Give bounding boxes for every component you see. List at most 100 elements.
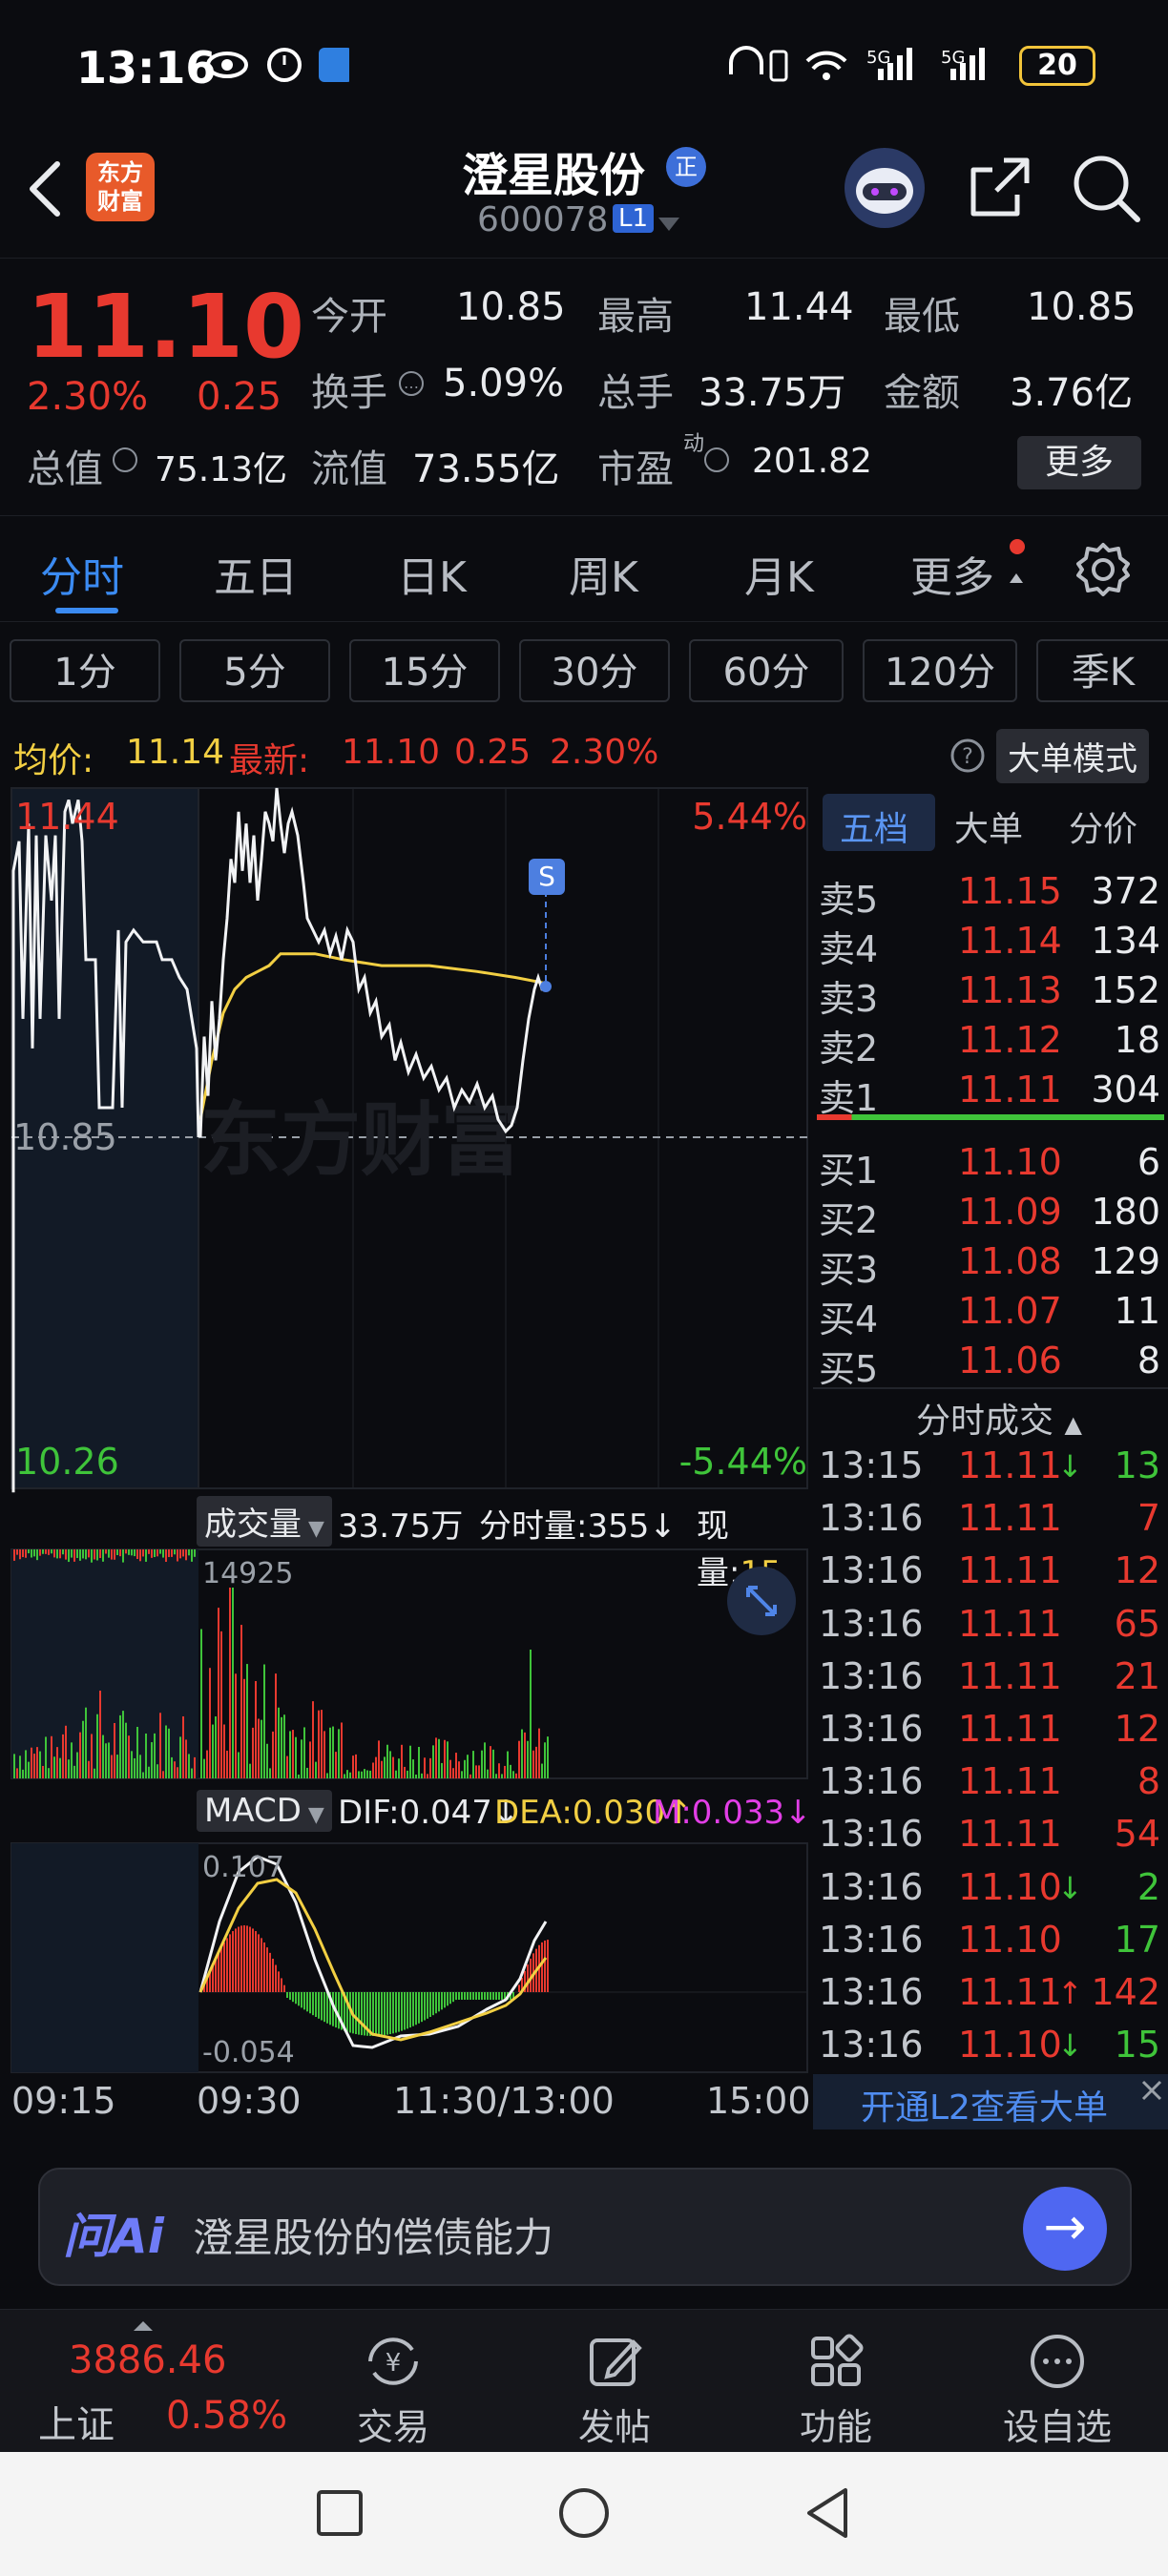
tab-daily-k[interactable]: 日K: [397, 553, 467, 602]
period-quarter-k[interactable]: 季K: [1036, 639, 1168, 702]
ai-send-button[interactable]: →: [1023, 2187, 1107, 2271]
macd-bar: [329, 1992, 331, 2025]
volume-bar: [94, 1549, 95, 1560]
macd-indicator-select[interactable]: MACD ▼: [197, 1790, 332, 1832]
tab-five-day[interactable]: 五日: [214, 553, 298, 602]
macd-bar: [315, 1992, 317, 2017]
nav-add-watchlist[interactable]: 设自选: [962, 2310, 1153, 2453]
recent-apps-icon[interactable]: [315, 2488, 365, 2538]
back-nav-icon[interactable]: [803, 2486, 851, 2540]
macd-bar: [303, 1992, 305, 2010]
tab-weekly-k[interactable]: 周K: [569, 553, 638, 602]
book-tab-big-order[interactable]: 大单: [954, 810, 1024, 849]
l2-banner[interactable]: 开通L2查看大单: [813, 2074, 1168, 2129]
volume-bar: [16, 1549, 18, 1555]
tick-price: 11.10: [958, 1918, 1062, 1961]
dea-line: [198, 1878, 548, 2042]
brand-logo[interactable]: 东方 财富: [86, 153, 155, 221]
book-tab-five-level[interactable]: 五档: [840, 810, 909, 849]
share-icon[interactable]: [966, 153, 1034, 221]
x-label-0915: 09:15: [11, 2080, 116, 2122]
more-button[interactable]: 更多: [1017, 436, 1141, 489]
volume-bar: [461, 1771, 463, 1778]
volume-bar: [372, 1762, 374, 1778]
volume-bar: [306, 1767, 308, 1778]
volume-bar: [467, 1755, 469, 1778]
volume-bar: [134, 1757, 136, 1778]
volume-bar: [151, 1742, 153, 1778]
info-icon[interactable]: [702, 446, 731, 474]
tick-time: 13:16: [819, 1497, 924, 1540]
volume-indicator-select[interactable]: 成交量 ▼: [197, 1496, 332, 1547]
index-ticker[interactable]: 3886.46 上证 0.58%: [19, 2310, 287, 2453]
amount-value: 3.76亿: [1010, 371, 1134, 415]
level-badge[interactable]: L1: [613, 204, 655, 233]
period-5min[interactable]: 5分: [179, 639, 330, 702]
ticks-title[interactable]: 分时成交 ▲: [916, 1402, 1082, 1441]
tab-monthly-k[interactable]: 月K: [744, 553, 814, 602]
nav-post[interactable]: 发帖: [519, 2310, 710, 2453]
macd-bar: [495, 1992, 497, 2000]
macd-bar: [344, 1992, 345, 2031]
volume-bar: [111, 1755, 113, 1778]
info-icon[interactable]: …: [397, 369, 426, 398]
tick-volume: 142: [1091, 1971, 1160, 2013]
volume-bar: [512, 1771, 514, 1778]
macd-bar: [527, 1964, 529, 1992]
turnover-value: 5.09%: [443, 362, 565, 405]
volume-bar: [13, 1549, 15, 1561]
info-icon[interactable]: [111, 446, 139, 474]
nav-trade[interactable]: ¥ 交易: [298, 2310, 489, 2453]
tick-volume: 21: [1114, 1654, 1160, 1697]
period-30min[interactable]: 30分: [519, 639, 670, 702]
period-15min[interactable]: 15分: [349, 639, 500, 702]
intraday-chart[interactable]: 东方财富 S 11.44 10.85 10.26 5.44% -5.44% 成交…: [0, 786, 812, 2131]
bid-price: 11.10: [958, 1141, 1062, 1183]
caret-down-icon[interactable]: [657, 214, 681, 233]
volume-bar: [28, 1761, 30, 1778]
big-order-mode-button[interactable]: 大单模式: [996, 729, 1149, 783]
volume-bar: [73, 1549, 75, 1562]
volume-bar: [392, 1756, 394, 1778]
tab-more[interactable]: 更多: [910, 553, 994, 602]
macd-bar: [321, 1992, 323, 2021]
macd-bar: [504, 1992, 506, 2000]
back-icon[interactable]: [23, 158, 65, 219]
volume-bar: [386, 1744, 388, 1778]
volume-bar: [490, 1746, 491, 1778]
tab-intraday[interactable]: 分时: [40, 553, 124, 602]
expand-icon[interactable]: [725, 1565, 798, 1637]
macd-bar: [318, 1992, 320, 2019]
home-icon[interactable]: [557, 2486, 611, 2540]
tick-row: 13:16 11.11 7: [813, 1497, 1168, 1548]
close-icon[interactable]: [1137, 2076, 1166, 2105]
volume-bar: [56, 1549, 58, 1559]
nav-functions[interactable]: 功能: [740, 2310, 931, 2453]
period-1min[interactable]: 1分: [10, 639, 160, 702]
volume-bar: [102, 1735, 104, 1778]
macd-bar: [424, 1992, 426, 2021]
ai-prompt[interactable]: 澄星股份的偿债能力: [193, 2214, 554, 2261]
macd-bar: [240, 1925, 242, 1992]
book-tab-price-dist[interactable]: 分价: [1069, 810, 1138, 849]
tick-volume: 7: [1137, 1497, 1160, 1540]
gear-icon[interactable]: [1074, 541, 1132, 598]
help-icon[interactable]: ?: [949, 737, 987, 775]
tick-volume: 54: [1114, 1813, 1160, 1856]
volume-bar: [375, 1756, 377, 1778]
volume-bar: [404, 1766, 406, 1778]
volume-bar: [114, 1549, 115, 1560]
volume-bar: [125, 1722, 127, 1778]
volume-bar: [162, 1549, 164, 1558]
period-120min[interactable]: 120分: [863, 639, 1017, 702]
assistant-robot-icon[interactable]: [842, 145, 928, 231]
ask-volume: 18: [1114, 1019, 1160, 1061]
volume-bar: [119, 1714, 121, 1778]
ai-question-box[interactable]: 问Ai 澄星股份的偿债能力 →: [38, 2168, 1132, 2286]
stock-name: 澄星股份: [462, 149, 646, 202]
macd-bar: [378, 1992, 380, 2036]
search-icon[interactable]: [1071, 153, 1143, 225]
volume-bar: [530, 1650, 532, 1778]
period-60min[interactable]: 60分: [689, 639, 844, 702]
volume-bar: [266, 1743, 268, 1778]
